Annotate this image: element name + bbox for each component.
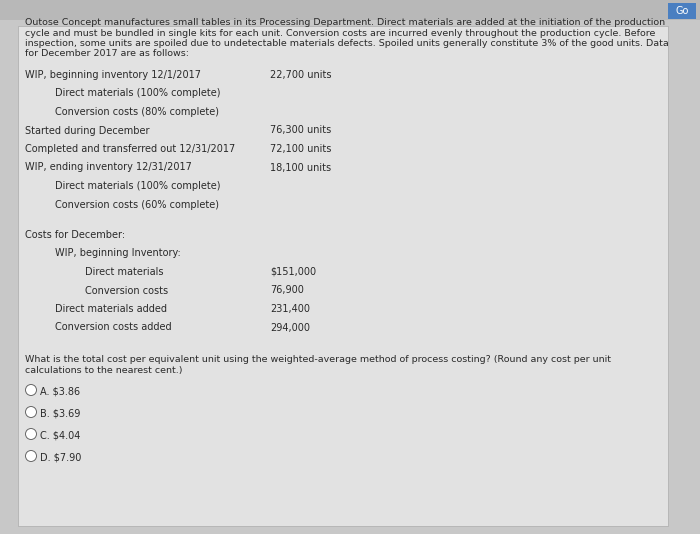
- Text: Direct materials (100% complete): Direct materials (100% complete): [55, 181, 220, 191]
- Text: inspection, some units are spoiled due to undetectable materials defects. Spoile: inspection, some units are spoiled due t…: [25, 39, 668, 48]
- Text: 76,300 units: 76,300 units: [270, 125, 331, 136]
- Text: Completed and transferred out 12/31/2017: Completed and transferred out 12/31/2017: [25, 144, 235, 154]
- Text: Conversion costs added: Conversion costs added: [55, 323, 172, 333]
- Text: WIP, ending inventory 12/31/2017: WIP, ending inventory 12/31/2017: [25, 162, 192, 172]
- Text: B. $3.69: B. $3.69: [40, 408, 80, 418]
- Text: Go: Go: [676, 6, 689, 16]
- Text: Direct materials: Direct materials: [85, 267, 164, 277]
- Text: Direct materials (100% complete): Direct materials (100% complete): [55, 89, 220, 98]
- Text: A. $3.86: A. $3.86: [40, 386, 80, 396]
- Circle shape: [25, 384, 36, 396]
- Circle shape: [25, 451, 36, 461]
- Text: Started during December: Started during December: [25, 125, 150, 136]
- Text: Conversion costs (60% complete): Conversion costs (60% complete): [55, 200, 219, 209]
- Text: Costs for December:: Costs for December:: [25, 230, 125, 240]
- Text: D. $7.90: D. $7.90: [40, 452, 81, 462]
- Text: C. $4.04: C. $4.04: [40, 430, 80, 440]
- Text: What is the total cost per equivalent unit using the weighted-average method of : What is the total cost per equivalent un…: [25, 355, 611, 364]
- Text: Outose Concept manufactures small tables in its Processing Department. Direct ma: Outose Concept manufactures small tables…: [25, 18, 665, 27]
- FancyBboxPatch shape: [668, 3, 696, 19]
- Text: for December 2017 are as follows:: for December 2017 are as follows:: [25, 50, 189, 59]
- Circle shape: [25, 406, 36, 418]
- Text: WIP, beginning Inventory:: WIP, beginning Inventory:: [55, 248, 181, 258]
- Text: 18,100 units: 18,100 units: [270, 162, 331, 172]
- Text: Direct materials added: Direct materials added: [55, 304, 167, 314]
- Text: 72,100 units: 72,100 units: [270, 144, 331, 154]
- Text: 294,000: 294,000: [270, 323, 310, 333]
- Text: 22,700 units: 22,700 units: [270, 70, 332, 80]
- Text: Conversion costs: Conversion costs: [85, 286, 168, 295]
- Text: cycle and must be bundled in single kits for each unit. Conversion costs are inc: cycle and must be bundled in single kits…: [25, 28, 655, 37]
- Text: Conversion costs (80% complete): Conversion costs (80% complete): [55, 107, 219, 117]
- Bar: [0, 0, 700, 20]
- Text: WIP, beginning inventory 12/1/2017: WIP, beginning inventory 12/1/2017: [25, 70, 201, 80]
- Text: 76,900: 76,900: [270, 286, 304, 295]
- Text: 231,400: 231,400: [270, 304, 310, 314]
- Circle shape: [25, 428, 36, 439]
- Text: $151,000: $151,000: [270, 267, 316, 277]
- Text: calculations to the nearest cent.): calculations to the nearest cent.): [25, 365, 183, 374]
